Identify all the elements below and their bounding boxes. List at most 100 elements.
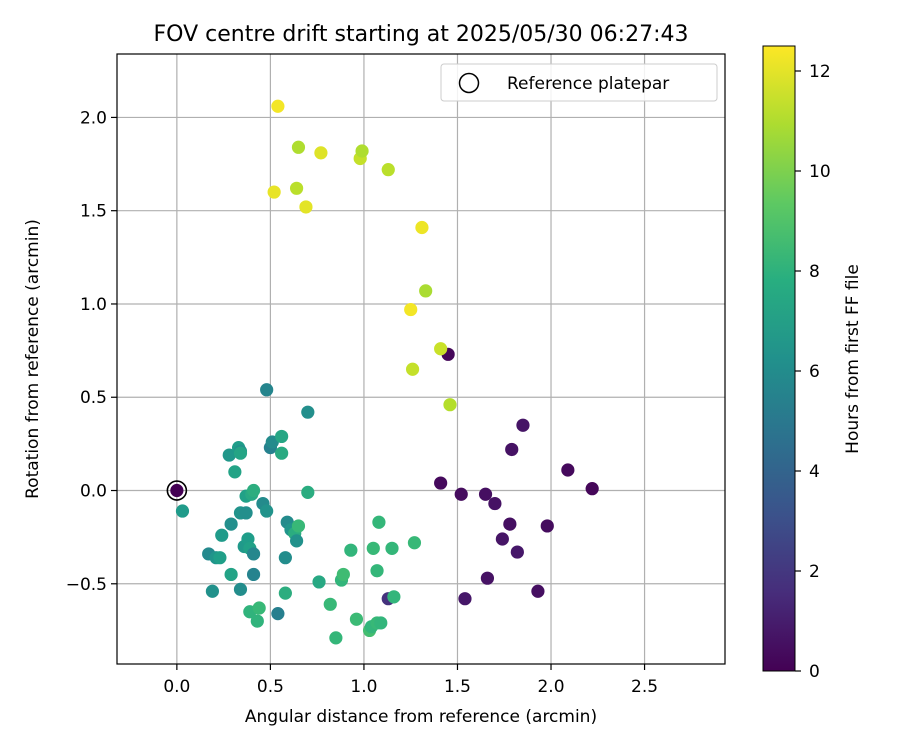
data-point xyxy=(480,571,495,585)
data-point xyxy=(585,482,599,496)
y-tick-label: 0.5 xyxy=(80,388,107,408)
data-point xyxy=(301,405,315,419)
data-point xyxy=(314,146,328,160)
data-point xyxy=(385,541,399,555)
data-point xyxy=(329,631,343,645)
reference-marker-group xyxy=(166,480,188,501)
colorbar-tick-label: 8 xyxy=(809,262,820,282)
data-point xyxy=(271,99,285,113)
data-point xyxy=(540,519,554,533)
data-point xyxy=(239,506,253,520)
x-axis: 0.0 0.5 1.0 1.5 2.0 2.5 xyxy=(163,664,658,697)
data-point xyxy=(370,564,384,578)
data-point xyxy=(224,567,238,582)
data-point xyxy=(503,517,517,531)
plot-frame xyxy=(116,53,726,665)
data-point xyxy=(381,163,395,177)
data-point xyxy=(260,383,274,397)
data-point xyxy=(271,607,285,621)
data-point xyxy=(233,446,248,460)
data-points xyxy=(170,99,599,645)
data-point xyxy=(215,528,229,542)
x-axis-label: Angular distance from reference (arcmin) xyxy=(245,707,597,727)
data-point xyxy=(312,575,326,589)
x-tick-label: 1.0 xyxy=(350,677,377,697)
data-point xyxy=(275,446,289,460)
data-point xyxy=(289,181,304,195)
chart-title: FOV centre drift starting at 2025/05/30 … xyxy=(154,22,689,47)
data-point xyxy=(434,476,448,490)
y-tick-label: 2.0 xyxy=(80,108,107,128)
colorbar-tick-label: 4 xyxy=(809,462,820,482)
data-point xyxy=(454,487,468,501)
data-point xyxy=(505,442,519,457)
data-point xyxy=(516,418,530,432)
data-point xyxy=(344,543,358,557)
data-point xyxy=(387,590,401,604)
data-point xyxy=(372,515,386,529)
data-point xyxy=(405,362,420,376)
reference-marker xyxy=(166,480,188,501)
data-point xyxy=(246,547,261,561)
data-point xyxy=(366,541,380,555)
colorbar-tick-label: 10 xyxy=(809,162,831,182)
data-point xyxy=(404,302,418,317)
data-point xyxy=(415,220,429,235)
data-point xyxy=(323,597,337,611)
data-point xyxy=(222,448,236,462)
colorbar-ticks: 0 2 4 6 8 10 12 xyxy=(795,62,831,682)
colorbar-gradient xyxy=(762,45,796,672)
data-point xyxy=(289,534,304,548)
data-point xyxy=(233,582,248,596)
data-point xyxy=(252,601,266,615)
data-point xyxy=(260,504,274,518)
legend-entry-label: Reference platepar xyxy=(507,74,669,94)
y-axis-label: Rotation from reference (arcmin) xyxy=(23,219,43,499)
data-point xyxy=(349,612,364,626)
data-point xyxy=(561,463,575,477)
data-point xyxy=(434,342,448,356)
data-point xyxy=(278,551,292,565)
x-tick-label: 2.5 xyxy=(631,677,658,697)
grid xyxy=(117,54,725,664)
data-point xyxy=(407,536,422,550)
data-point xyxy=(443,398,457,412)
colorbar-tick-label: 6 xyxy=(809,362,820,382)
x-tick-label: 0.0 xyxy=(163,677,190,697)
colorbar-label: Hours from first FF file xyxy=(843,264,863,454)
legend-box xyxy=(440,63,718,102)
data-point xyxy=(488,496,502,511)
data-point xyxy=(250,614,264,628)
data-point xyxy=(246,483,261,498)
legend: Reference platepar xyxy=(440,63,718,102)
data-point xyxy=(205,584,220,598)
data-point xyxy=(355,144,369,158)
data-point xyxy=(278,586,292,600)
x-tick-label: 0.5 xyxy=(257,677,284,697)
colorbar: 0 2 4 6 8 10 12 Hours from first FF file xyxy=(762,45,863,682)
data-point xyxy=(291,519,306,533)
data-point xyxy=(228,465,242,479)
data-point xyxy=(267,185,281,199)
colorbar-tick-label: 2 xyxy=(809,562,820,582)
data-point xyxy=(213,551,227,565)
x-tick-label: 1.5 xyxy=(444,677,471,697)
data-point xyxy=(224,517,238,531)
data-point xyxy=(336,567,350,582)
data-point xyxy=(495,532,509,546)
y-tick-label: 1.0 xyxy=(80,295,107,315)
data-point xyxy=(510,545,524,559)
data-point xyxy=(246,567,261,582)
data-point xyxy=(301,485,315,499)
data-point xyxy=(299,200,313,214)
data-point xyxy=(374,616,388,630)
y-tick-label: 0.0 xyxy=(80,482,107,502)
data-point xyxy=(275,429,289,444)
data-point xyxy=(531,584,545,598)
y-tick-label: 1.5 xyxy=(80,202,107,222)
data-point xyxy=(291,140,306,154)
legend-reference-marker xyxy=(458,72,480,94)
data-point xyxy=(175,504,190,518)
data-point xyxy=(419,284,433,298)
